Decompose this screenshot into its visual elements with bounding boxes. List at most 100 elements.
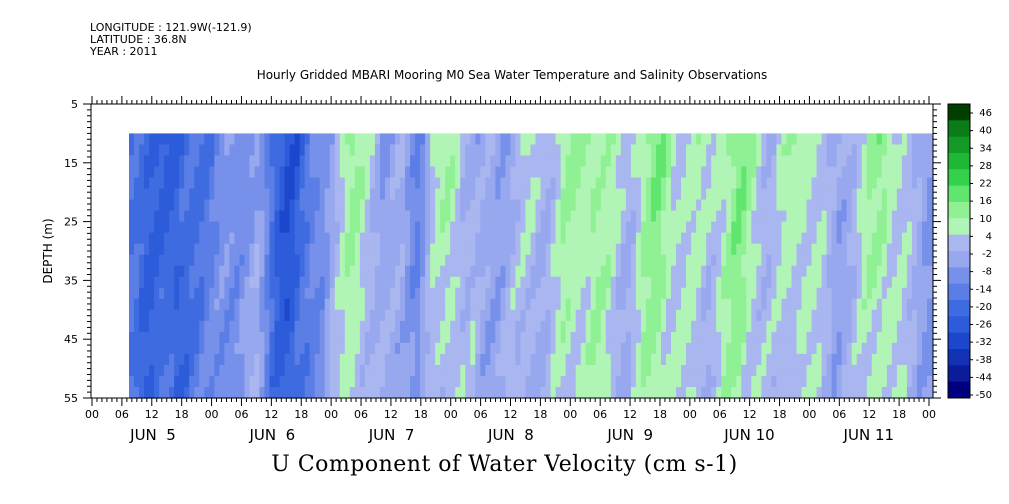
heatmap-cell [595,276,602,289]
heatmap-cell [620,221,627,234]
heatmap-cell [555,265,562,278]
heatmap-cell [666,265,672,278]
heatmap-cell [806,210,813,223]
heatmap-cell [696,166,702,179]
heatmap-cell [686,298,692,311]
heatmap-cell [445,243,451,256]
heatmap-cell [560,133,567,146]
heatmap-cell [906,166,913,179]
heatmap-cell [660,177,667,190]
heatmap-cell [359,188,366,201]
heatmap-cell [831,375,838,388]
heatmap-cell [294,254,301,267]
heatmap-cell [761,320,767,333]
heatmap-cell [630,320,637,333]
heatmap-cell [445,254,451,267]
heatmap-cell [269,364,276,377]
heatmap-cell [259,309,266,322]
heatmap-cell [756,353,762,366]
heatmap-cell [219,331,225,344]
heatmap-cell [796,364,803,377]
heatmap-cell [184,276,190,289]
heatmap-cell [570,221,577,234]
heatmap-cell [605,221,612,234]
heatmap-cell [475,210,481,223]
heatmap-cell [605,375,612,388]
heatmap-cell [364,166,371,179]
heatmap-cell [560,375,567,388]
heatmap-cell [319,386,326,399]
heatmap-cell [279,298,286,311]
heatmap-cell [786,331,793,344]
heatmap-cell [510,155,517,168]
heatmap-cell [751,265,757,278]
heatmap-cell [610,386,617,399]
heatmap-cell [224,243,230,256]
heatmap-cell [134,386,140,399]
colorbar-band [948,349,970,366]
heatmap-cell [334,386,341,399]
heatmap-cell [696,320,702,333]
heatmap-cell [615,221,622,234]
heatmap-cell [615,210,622,223]
heatmap-cell [349,243,356,256]
heatmap-cell [194,298,200,311]
heatmap-cell [169,276,175,289]
heatmap-cell [650,309,657,322]
heatmap-cell [450,353,456,366]
heatmap-cell [505,364,512,377]
heatmap-cell [766,342,772,355]
heatmap-cell [490,133,496,146]
heatmap-cell [781,320,788,333]
heatmap-cell [384,254,391,267]
heatmap-cell [706,210,712,223]
heatmap-cell [595,210,602,223]
x-hour-label: 00 [85,408,99,421]
heatmap-cell [359,155,366,168]
heatmap-cell [214,375,220,388]
heatmap-cell [716,287,722,300]
heatmap-cell [374,155,381,168]
heatmap-cell [244,342,251,355]
heatmap-cell [144,342,150,355]
heatmap-cell [781,364,788,377]
heatmap-cell [425,166,431,179]
x-hour-label: 18 [175,408,189,421]
heatmap-cell [575,298,582,311]
heatmap-cell [836,287,843,300]
heatmap-cell [410,243,416,256]
heatmap-cell [344,331,351,344]
heatmap-cell [635,155,642,168]
heatmap-cell [736,320,742,333]
x-hour-label: 00 [802,408,816,421]
heatmap-cell [485,320,491,333]
heatmap-cell [394,309,401,322]
heatmap-cell [776,243,783,256]
heatmap-cell [836,320,843,333]
heatmap-cell [229,342,235,355]
heatmap-cell [274,320,281,333]
heatmap-cell [389,177,396,190]
heatmap-cell [585,155,592,168]
colorbar-band [948,300,970,317]
heatmap-cell [871,199,878,212]
heatmap-cell [324,364,331,377]
heatmap-cell [686,254,692,267]
heatmap-cell [475,309,481,322]
heatmap-cell [334,254,341,267]
heatmap-cell [455,320,461,333]
heatmap-cell [339,232,346,245]
heatmap-cell [711,265,717,278]
heatmap-cell [279,265,286,278]
heatmap-cell [154,309,160,322]
heatmap-cell [389,166,396,179]
heatmap-cell [314,320,321,333]
heatmap-cell [234,386,241,399]
heatmap-cell [465,166,471,179]
heatmap-cell [926,177,933,190]
heatmap-cell [339,210,346,223]
heatmap-cell [891,309,898,322]
heatmap-cell [384,166,391,179]
heatmap-cell [555,199,562,212]
heatmap-cell [244,353,251,366]
